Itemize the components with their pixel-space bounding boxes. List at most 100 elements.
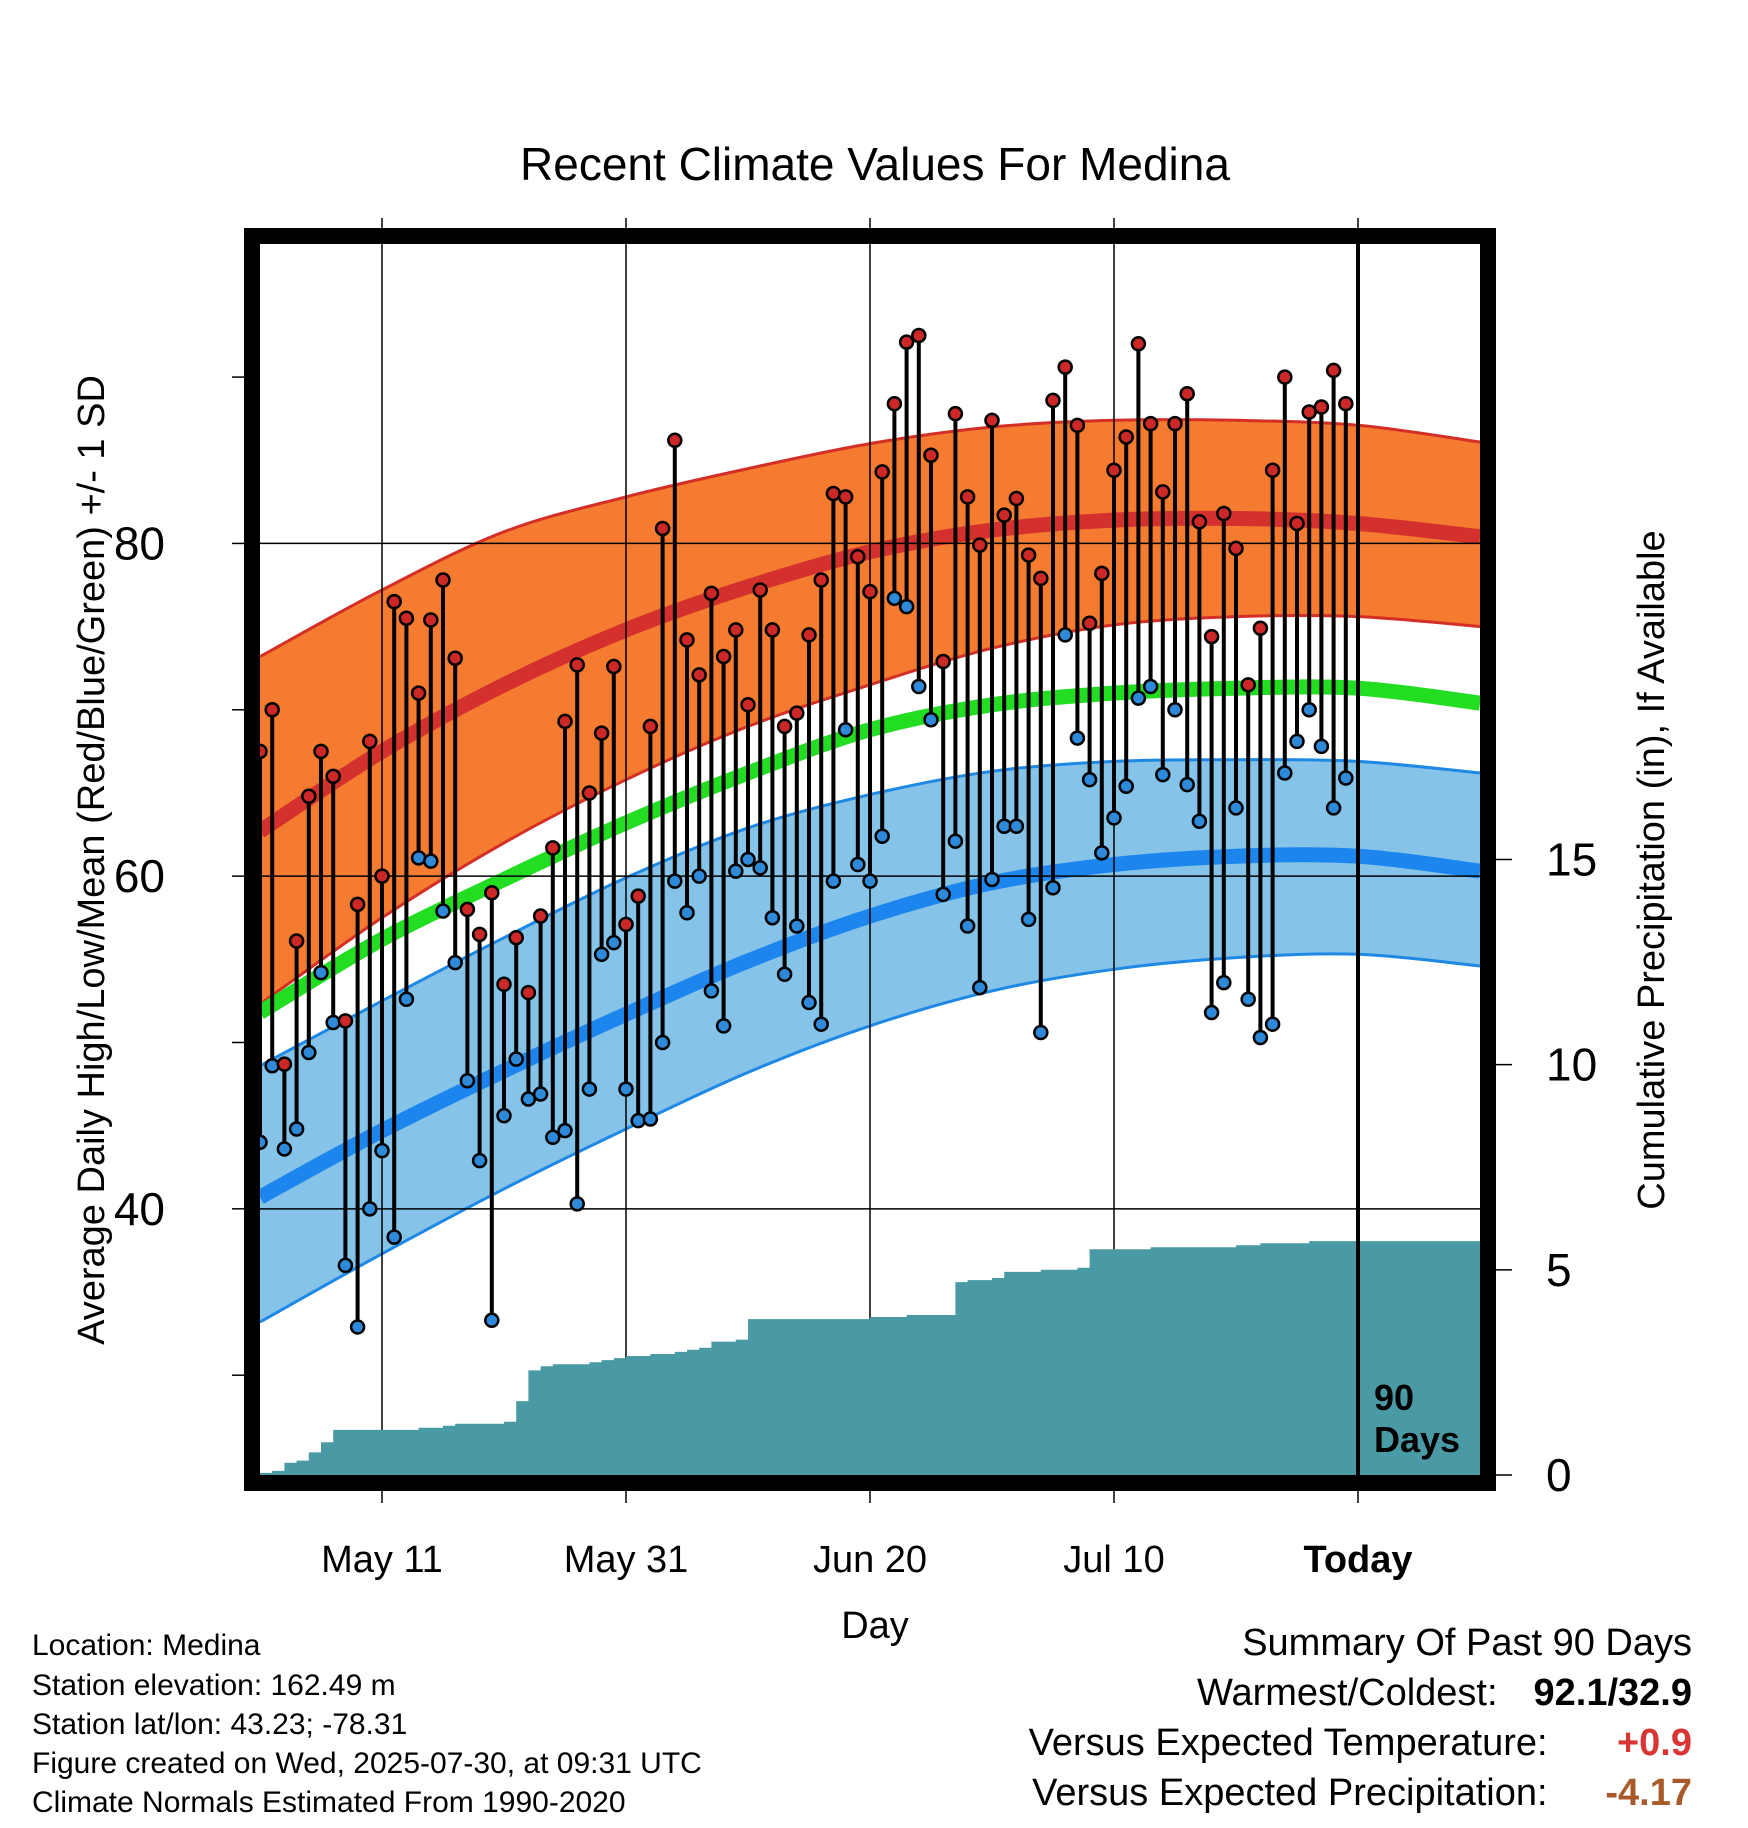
x-tick-label: Jul 10	[1063, 1539, 1164, 1581]
observed-low-point	[691, 868, 707, 884]
observed-high-point	[1277, 369, 1293, 385]
observed-high-point	[606, 658, 622, 675]
y2-tick-label: 15	[1546, 834, 1597, 886]
y-tick-label: 60	[114, 850, 165, 902]
observed-high-point	[1313, 399, 1330, 415]
observed-high-point	[898, 334, 915, 350]
observed-low-point	[459, 1072, 476, 1089]
plot-frame	[244, 228, 1496, 1491]
observed-low-point	[1179, 776, 1195, 793]
observed-low-point	[1325, 800, 1342, 816]
observed-low-point	[1118, 778, 1134, 795]
observed-high-point	[435, 572, 451, 588]
footer-created: Figure created on Wed, 2025-07-30, at 09…	[32, 1747, 702, 1780]
observed-high-point	[1020, 547, 1037, 563]
observed-low-point	[972, 979, 988, 996]
observed-high-point	[471, 926, 488, 943]
observed-high-point	[654, 520, 671, 537]
observed-low-point	[557, 1122, 573, 1139]
x-tick-label: Today	[1303, 1539, 1412, 1581]
observed-low-point	[374, 1142, 390, 1159]
observed-low-point	[801, 994, 817, 1011]
observed-high-point	[850, 548, 866, 565]
observed-low-point	[1008, 818, 1025, 834]
observed-low-point	[642, 1111, 659, 1127]
observed-high-point	[728, 622, 744, 638]
y2-axis: 0 5 10 15	[1494, 834, 1597, 1501]
y-tick-label: 80	[114, 517, 165, 569]
observed-low-point	[1313, 738, 1330, 755]
observed-low-point	[1057, 627, 1073, 643]
plot-border	[244, 228, 1496, 1491]
observed-high-point	[703, 585, 720, 602]
summary-heading: Summary Of Past 90 Days	[1242, 1622, 1692, 1665]
observed-low-point	[1020, 911, 1037, 928]
observed-high-point	[1325, 362, 1342, 379]
observed-low-point	[435, 903, 451, 919]
observed-low-point	[1264, 1016, 1281, 1032]
x-axis-label: Day	[841, 1605, 909, 1647]
observed-low-point	[752, 860, 768, 876]
observed-low-point	[264, 1058, 280, 1074]
observed-low-point	[813, 1016, 829, 1032]
observed-high-point	[1081, 615, 1098, 632]
observed-high-point	[1252, 620, 1269, 637]
observed-high-point	[972, 537, 988, 553]
observed-high-point	[508, 929, 524, 946]
summary-warmest-value: 92.1/32.9	[1533, 1672, 1692, 1714]
observed-low-point	[569, 1196, 585, 1212]
observed-low-point	[911, 678, 927, 695]
observed-low-point	[362, 1201, 378, 1217]
observed-high-point	[1264, 462, 1281, 478]
observed-low-point	[349, 1319, 366, 1335]
observed-low-point	[398, 991, 415, 1007]
y-tick-label: 40	[114, 1183, 165, 1235]
observed-low-point	[386, 1229, 402, 1245]
observed-high-point	[520, 984, 537, 1001]
y2-axis-label: Cumulative Precipitation (in), If Availa…	[1631, 530, 1673, 1209]
observed-high-point	[1167, 415, 1183, 432]
observed-low-point	[1106, 810, 1122, 826]
observed-high-point	[459, 901, 476, 918]
y-axis-label: Average Daily High/Low/Mean (Red/Blue/Gr…	[71, 375, 113, 1345]
footer-normals: Climate Normals Estimated From 1990-2020	[32, 1786, 626, 1819]
observed-high-point	[374, 868, 390, 884]
observed-high-point	[923, 447, 939, 464]
observed-high-point	[557, 713, 573, 730]
observed-high-point	[325, 768, 341, 785]
observed-high-point	[337, 1013, 354, 1029]
observed-high-point	[1216, 505, 1232, 522]
observed-low-point	[337, 1257, 354, 1274]
observed-high-point	[618, 916, 634, 933]
summary-temp-row: Versus Expected Temperature: +0.9	[1029, 1722, 1692, 1765]
observed-high-point	[1008, 490, 1025, 507]
y2-tick-label: 0	[1546, 1449, 1572, 1501]
observed-high-point	[301, 788, 317, 805]
observed-high-point	[679, 632, 695, 648]
observed-low-point	[313, 964, 329, 981]
observed-low-point	[984, 871, 1000, 888]
observed-high-point	[1240, 677, 1256, 693]
observed-high-point	[313, 743, 329, 760]
summary-temp-value: +0.9	[1616, 1722, 1692, 1764]
chart-title: Recent Climate Values For Medina	[520, 138, 1230, 190]
observed-high-point	[947, 405, 964, 422]
observed-low-point	[1216, 974, 1232, 991]
x-tick-label: May 11	[321, 1539, 443, 1581]
observed-high-point	[362, 733, 378, 750]
observed-low-point	[923, 712, 939, 728]
footer-location: Location: Medina	[32, 1629, 261, 1662]
observed-high-point	[484, 885, 500, 901]
observed-low-point	[496, 1107, 512, 1124]
observed-low-point	[740, 851, 756, 868]
observed-low-point	[1301, 702, 1317, 718]
observed-low-point	[1094, 845, 1110, 861]
observed-high-point	[1106, 462, 1122, 478]
cumulative-precip-area	[260, 1241, 1480, 1475]
observed-low-point	[654, 1034, 671, 1051]
observed-high-point	[642, 718, 659, 735]
summary-precip-row: Versus Expected Precipitation: -4.17	[1032, 1772, 1692, 1815]
y-axis: 40 60 80	[114, 376, 246, 1376]
observed-high-point	[398, 610, 415, 627]
